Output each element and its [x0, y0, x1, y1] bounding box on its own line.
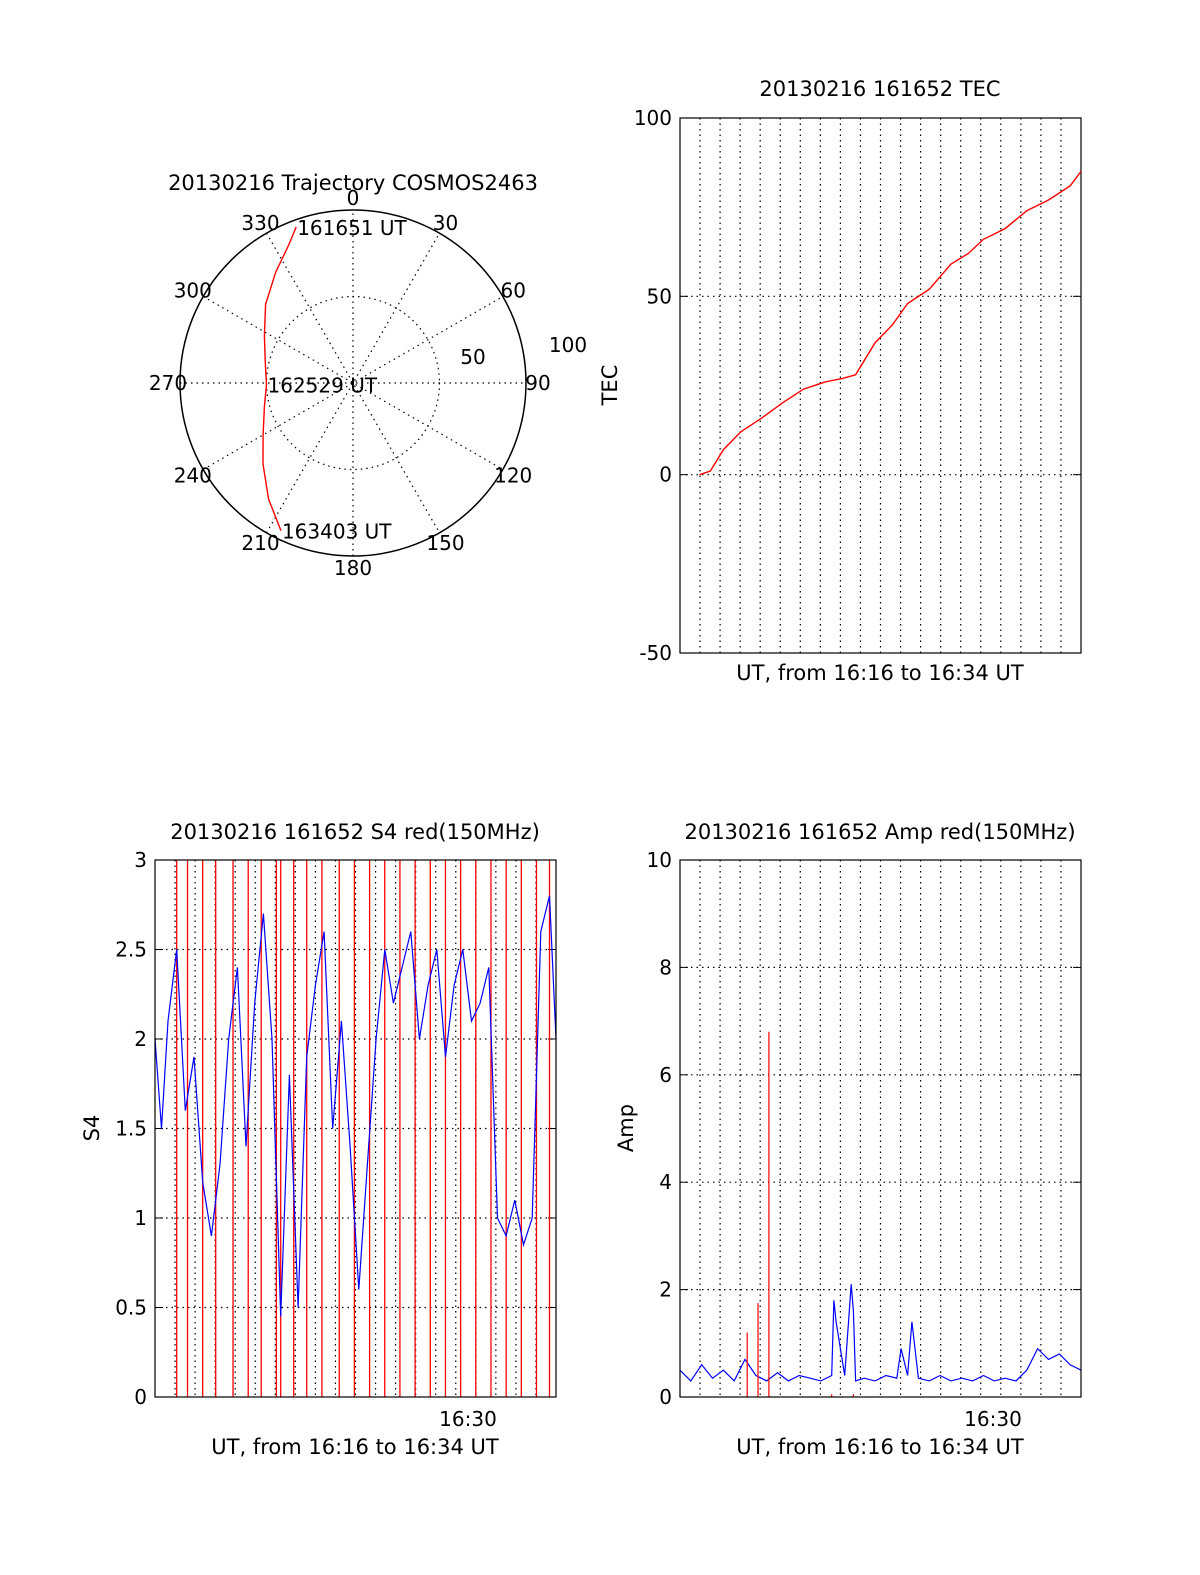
tec-chart: 20130216 161652 TEC -50 0 50 100 UT, from 1…: [598, 77, 1082, 685]
polar-azimuth-label: 240: [174, 464, 212, 488]
s4-y-tick-labels: 0 0.5 1 1.5 2 2.5 3: [115, 848, 147, 1409]
tec-chart-title: 20130216 161652 TEC: [759, 77, 1000, 101]
s4-chart: 20130216 161652 S4 red(150MHz) 0 0.5 1 1.5 2…: [80, 820, 557, 1459]
polar-radial-labels: 50 100: [460, 333, 587, 369]
tec-y-tick-labels: -50 0 50 100: [634, 106, 672, 665]
y-tick-label: 100: [634, 106, 672, 130]
amp-red-series-line: [746, 1031, 854, 1397]
amp-grid: [680, 859, 1081, 1398]
y-tick-label: 0: [659, 463, 672, 487]
y-tick-label: 2: [134, 1027, 147, 1051]
y-tick-label: 50: [647, 284, 672, 308]
y-tick-label: 0.5: [115, 1296, 147, 1320]
polar-azimuth-label: 150: [426, 531, 464, 555]
s4-x-axis-label: UT, from 16:16 to 16:34 UT: [211, 1435, 499, 1459]
y-tick-label: -50: [639, 641, 672, 665]
tec-y-axis-label: TEC: [598, 365, 622, 407]
s4-plot-frame: [154, 859, 557, 1398]
polar-azimuth-label: 0: [347, 186, 360, 210]
y-tick-label: 3: [134, 848, 147, 872]
polar-grid: [179, 209, 527, 557]
polar-azimuth-label: 60: [500, 279, 525, 303]
s4-blue-series-line: [154, 895, 557, 1317]
y-tick-label: 0: [659, 1385, 672, 1409]
tec-grid: [680, 117, 1081, 654]
amp-chart: 20130216 161652 Amp red(150MHz) 0246810 …: [614, 820, 1082, 1459]
amp-x-axis-label: UT, from 16:16 to 16:34 UT: [736, 1435, 1024, 1459]
amp-y-axis-label: Amp: [614, 1104, 638, 1152]
y-tick-label: 2.5: [115, 938, 147, 962]
y-tick-label: 0: [134, 1385, 147, 1409]
polar-azimuth-label: 180: [334, 556, 372, 580]
y-tick-label: 10: [647, 848, 672, 872]
y-tick-label: 4: [659, 1170, 672, 1194]
y-tick-label: 1.5: [115, 1117, 147, 1141]
amp-plot-frame: [679, 859, 1082, 1398]
polar-radial-label: 50: [460, 345, 485, 369]
polar-azimuth-label: 30: [433, 211, 458, 235]
s4-x-tick-label: 16:30: [439, 1407, 497, 1431]
trajectory-time-label: 162529 UT: [268, 374, 378, 398]
tec-plot-frame: [679, 117, 1082, 654]
tec-x-axis-label: UT, from 16:16 to 16:34 UT: [736, 661, 1024, 685]
polar-azimuth-label: 90: [525, 371, 550, 395]
polar-azimuth-label: 300: [174, 279, 212, 303]
polar-azimuth-label: 120: [494, 464, 532, 488]
y-tick-label: 6: [659, 1063, 672, 1087]
amp-chart-title: 20130216 161652 Amp red(150MHz): [684, 820, 1075, 844]
s4-y-axis-label: S4: [80, 1115, 104, 1142]
y-tick-label: 1: [134, 1206, 147, 1230]
y-tick-label: 8: [659, 955, 672, 979]
s4-red-series: [176, 860, 551, 1397]
tec-series-line: [699, 171, 1082, 476]
trajectory-time-label: 161651 UT: [297, 216, 407, 240]
polar-chart-title: 20130216 Trajectory COSMOS2463: [168, 171, 538, 195]
trajectory-time-label: 163403 UT: [282, 520, 392, 544]
polar-radial-label: 100: [549, 333, 587, 357]
polar-azimuth-labels: 0 30 60 90 120 150 180 210 240 270 300 330: [149, 186, 551, 580]
trajectory-curve: [262, 226, 297, 531]
polar-azimuth-label: 210: [241, 531, 279, 555]
polar-azimuth-label: 270: [149, 371, 187, 395]
polar-trajectory-chart: 20130216 Trajectory COSMOS2463 0 30 60 90 12…: [149, 171, 587, 580]
trajectory-annotations: 161651 UT 162529 UT 163403 UT: [268, 216, 408, 544]
amp-y-tick-labels: 0 2 4 6 8 10: [647, 848, 672, 1409]
s4-chart-title: 20130216 161652 S4 red(150MHz): [170, 820, 540, 844]
polar-azimuth-label: 330: [241, 211, 279, 235]
y-tick-label: 2: [659, 1278, 672, 1302]
amp-x-tick-label: 16:30: [964, 1407, 1022, 1431]
